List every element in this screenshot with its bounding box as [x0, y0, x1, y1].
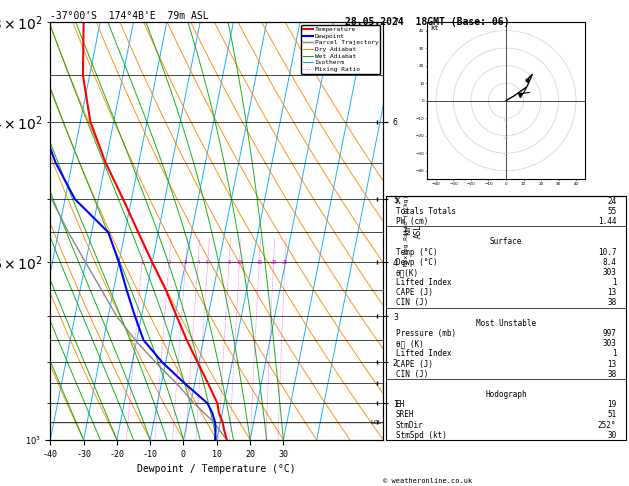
Text: 55: 55 [607, 207, 616, 216]
Text: CAPE (J): CAPE (J) [396, 288, 433, 297]
Text: Temp (°C): Temp (°C) [396, 247, 437, 257]
Text: LCL: LCL [370, 420, 382, 425]
Text: © weatheronline.co.uk: © weatheronline.co.uk [383, 478, 472, 484]
Text: 30: 30 [607, 431, 616, 440]
Text: 20: 20 [503, 136, 509, 140]
Text: 303: 303 [603, 268, 616, 277]
Text: 13: 13 [607, 288, 616, 297]
Text: 10: 10 [237, 260, 243, 265]
Text: CIN (J): CIN (J) [396, 370, 428, 379]
Text: 51: 51 [607, 410, 616, 419]
Legend: Temperature, Dewpoint, Parcel Trajectory, Dry Adiabat, Wet Adiabat, Isotherm, Mi: Temperature, Dewpoint, Parcel Trajectory… [301, 25, 380, 74]
Text: 15: 15 [256, 260, 262, 265]
Text: Mixing Ratio (g/kg): Mixing Ratio (g/kg) [404, 195, 409, 266]
Text: 24: 24 [607, 197, 616, 206]
Text: 5: 5 [206, 260, 209, 265]
Text: SREH: SREH [396, 410, 415, 419]
Text: CAPE (J): CAPE (J) [396, 360, 433, 368]
Text: 28.05.2024  18GMT (Base: 06): 28.05.2024 18GMT (Base: 06) [345, 17, 510, 27]
Text: 997: 997 [603, 329, 616, 338]
Text: 8: 8 [228, 260, 231, 265]
Text: StmSpd (kt): StmSpd (kt) [396, 431, 447, 440]
Text: 30: 30 [503, 153, 509, 158]
Text: 8.4: 8.4 [603, 258, 616, 267]
Text: Surface: Surface [490, 237, 522, 246]
Text: Lifted Index: Lifted Index [396, 349, 451, 358]
Text: 1.44: 1.44 [598, 217, 616, 226]
Text: 1: 1 [611, 349, 616, 358]
Text: 13: 13 [607, 360, 616, 368]
Text: 10: 10 [503, 118, 509, 123]
X-axis label: Dewpoint / Temperature (°C): Dewpoint / Temperature (°C) [138, 464, 296, 474]
Text: Totals Totals: Totals Totals [396, 207, 456, 216]
Text: PW (cm): PW (cm) [396, 217, 428, 226]
Text: θᴇ(K): θᴇ(K) [396, 268, 419, 277]
Text: EH: EH [396, 400, 405, 409]
Text: 303: 303 [603, 339, 616, 348]
Text: Hodograph: Hodograph [485, 390, 527, 399]
Text: 3: 3 [184, 260, 187, 265]
Text: -37°00'S  174°4B'E  79m ASL: -37°00'S 174°4B'E 79m ASL [50, 11, 209, 21]
Y-axis label: km
ASL: km ASL [403, 224, 423, 238]
Text: 20: 20 [270, 260, 277, 265]
Text: 4: 4 [196, 260, 199, 265]
Text: 1: 1 [611, 278, 616, 287]
Text: 2: 2 [167, 260, 170, 265]
Text: Lifted Index: Lifted Index [396, 278, 451, 287]
Text: Most Unstable: Most Unstable [476, 319, 536, 328]
Text: CIN (J): CIN (J) [396, 298, 428, 308]
Text: 10.7: 10.7 [598, 247, 616, 257]
Text: θᴇ (K): θᴇ (K) [396, 339, 423, 348]
Text: StmDir: StmDir [396, 420, 423, 430]
Text: Pressure (mb): Pressure (mb) [396, 329, 456, 338]
Text: 252°: 252° [598, 420, 616, 430]
Text: Dewp (°C): Dewp (°C) [396, 258, 437, 267]
Text: 19: 19 [607, 400, 616, 409]
Text: K: K [396, 197, 400, 206]
Text: 1: 1 [140, 260, 143, 265]
Text: 25: 25 [282, 260, 288, 265]
Text: kt: kt [430, 25, 439, 31]
Text: 38: 38 [607, 298, 616, 308]
Text: 38: 38 [607, 370, 616, 379]
